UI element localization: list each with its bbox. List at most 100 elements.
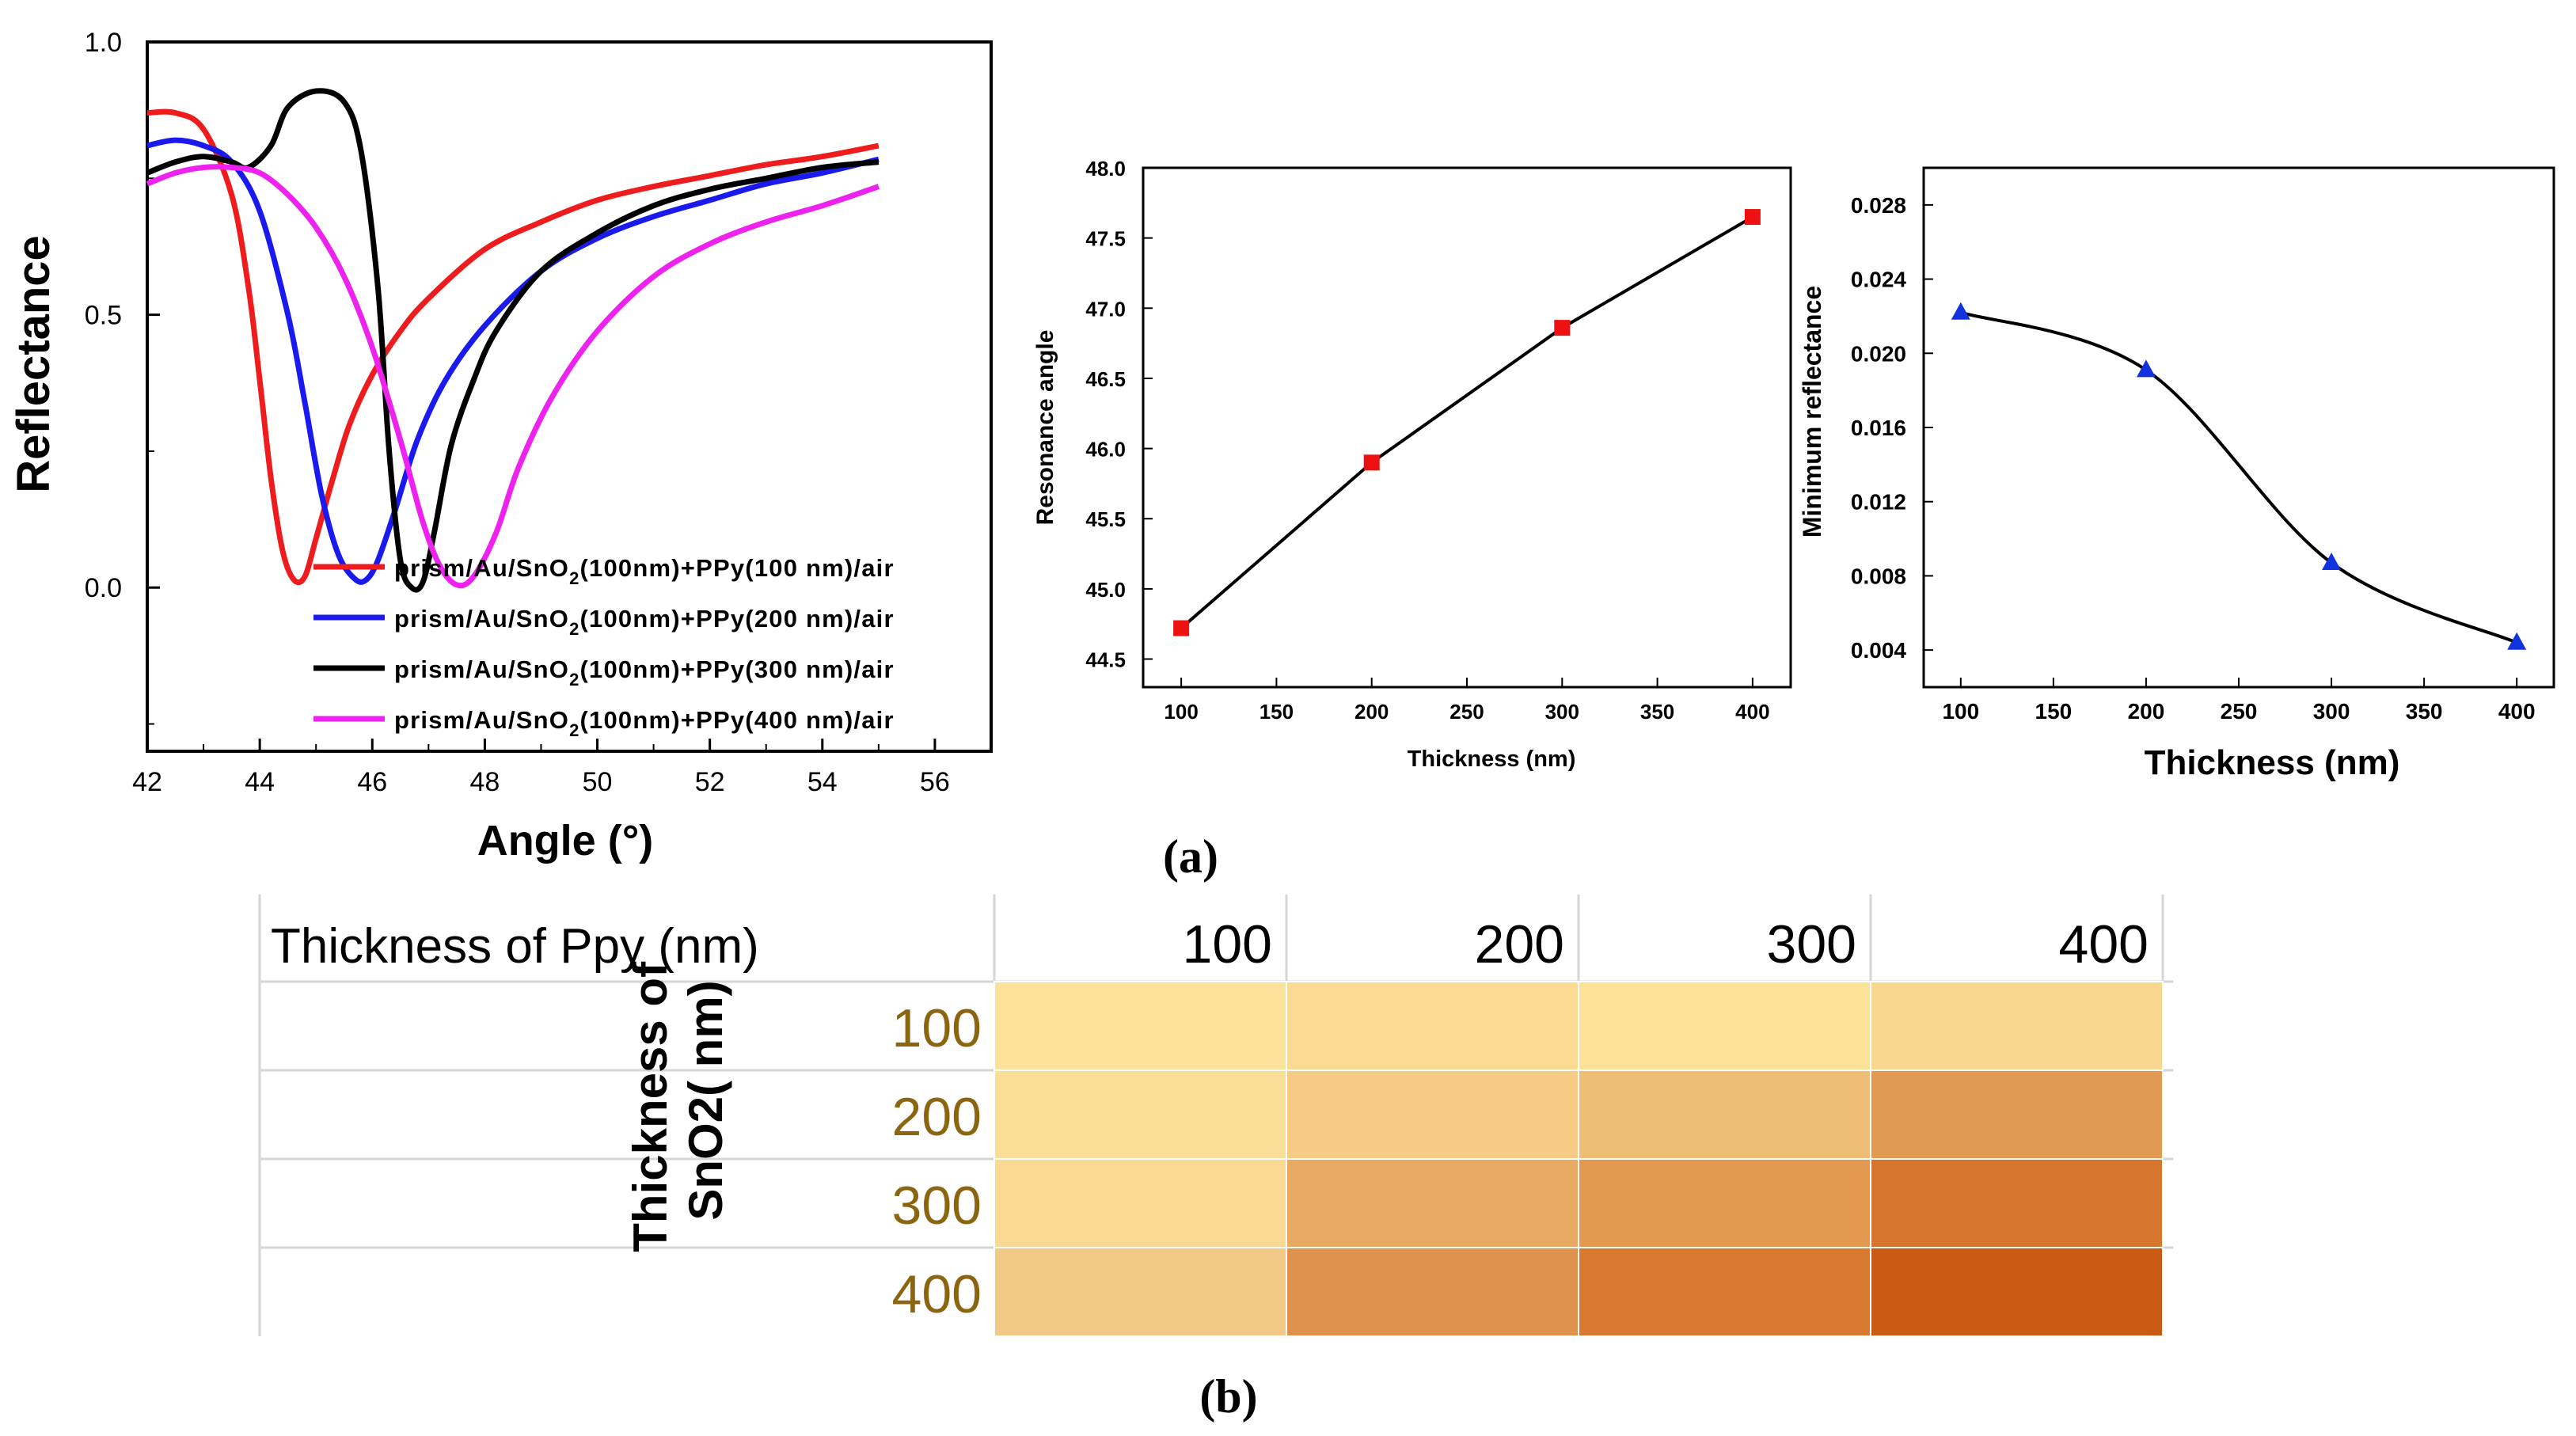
data-point-square [1173,620,1190,636]
reflectance-curve-3 [146,88,880,593]
reflectance-legend: prism/Au/SnO2(100nm)+PPy(100 nm)/air pris… [313,554,895,740]
y-tick-label: 0.004 [1851,638,1906,663]
thickness-heatmap-table: Thickness of Ppy (nm) 100 200 300 400 100 20… [258,895,2173,1337]
reflectance-curve-1 [146,108,880,586]
heatmap-cell [1578,981,1871,1071]
x-tick-label: 200 [1354,700,1389,724]
heatmap-cell [1578,1069,1871,1160]
y-tick-label: 0.012 [1851,490,1906,515]
y-tick-label: 47.5 [1085,227,1126,251]
data-point-triangle [2322,553,2342,571]
heatmap-cell [1870,1158,2164,1248]
column-header: 300 [1767,914,1856,974]
panel-a-label: (a) [1163,830,1218,883]
row-header: 400 [892,1264,982,1324]
min-reflectance-x-label: Thickness (nm) [2145,743,2400,782]
heatmap-column-headers: 100 200 300 400 [1183,914,2149,974]
reflectance-curve-4 [146,164,880,589]
series-line [1180,215,1753,630]
x-tick-label: 200 [2128,699,2165,724]
y-tick-label: 0.020 [1851,341,1906,366]
y-tick-label: 0.5 [85,301,122,331]
heatmap-cell [1870,1247,2164,1337]
x-tick-label: 150 [1260,700,1294,724]
heatmap-cell [994,1158,1287,1248]
x-tick-label: 54 [807,767,838,797]
heatmap-cell [1870,981,2164,1071]
data-point-triangle [1951,302,1970,320]
x-tick-label: 250 [1449,700,1484,724]
min-reflectance-y-label: Minimum reflectance [1798,286,1826,538]
resonance-plot-frame [1142,166,1792,689]
heatmap-cells [994,981,2164,1337]
legend-label: prism/Au/SnO2(100nm)+PPy(300 nm)/air [394,655,895,690]
heatmap-row-headers: 100 200 300 400 [892,998,982,1324]
resonance-ticks: 100 150 200 250 300 350 400 44.5 45.0 45.5 46.0 46.… [1085,157,1769,724]
y-tick-label: 1.0 [85,28,122,58]
x-tick-label: 42 [132,767,162,797]
x-tick-label: 48 [469,767,500,797]
panel-b-label: (b) [1199,1370,1257,1423]
column-header: 100 [1183,914,1272,974]
x-tick-label: 100 [1942,699,1979,724]
min-reflectance-ticks: 100 150 200 250 300 350 400 0.004 0.008 0.012 0.01… [1851,193,2536,724]
reflectance-y-label: Reflectance [8,235,59,493]
x-tick-label: 52 [695,767,725,797]
min-reflectance-series [1951,302,2527,650]
x-tick-label: 350 [1640,700,1674,724]
heatmap-cell [1286,981,1579,1071]
minimum-reflectance-chart: 100 150 200 250 300 350 400 0.004 0.008 0.012 0.01… [1798,166,2555,782]
data-point-square [1363,454,1380,471]
reflectance-plot-frame [146,40,993,753]
data-point-triangle [2507,632,2527,650]
heatmap-cell [994,1069,1287,1160]
x-tick-label: 150 [2035,699,2073,724]
reflectance-curve-2 [146,137,880,585]
y-tick-label: 0.028 [1851,193,1906,218]
reflectance-curves [146,88,880,593]
x-tick-label: 100 [1164,700,1198,724]
heatmap-cell [1578,1247,1871,1337]
column-header: 400 [2059,914,2149,974]
heatmap-cell [1286,1069,1579,1160]
min-reflectance-plot-frame [1922,166,2555,689]
x-tick-label: 350 [2406,699,2443,724]
data-point-square [1744,209,1761,226]
series-line [1960,310,2517,644]
reflectance-x-label: Angle (°) [477,817,654,864]
resonance-x-label: Thickness (nm) [1408,746,1576,772]
reflectance-ticks: 42 44 46 48 50 52 54 56 0.0 0.5 1.0 [85,28,950,797]
data-point-square [1554,320,1571,336]
y-tick-label: 46.0 [1085,438,1126,462]
resonance-series [1173,209,1761,636]
heatmap-cell [994,981,1287,1071]
legend-label: prism/Au/SnO2(100nm)+PPy(100 nm)/air [394,554,895,588]
y-tick-label: 47.0 [1085,297,1126,321]
row-header: 200 [892,1087,982,1147]
row-header: 300 [892,1176,982,1236]
y-tick-label: 45.5 [1085,507,1126,531]
y-tick-label: 0.008 [1851,564,1906,588]
x-tick-label: 56 [920,767,950,797]
heatmap-cell [1578,1158,1871,1248]
x-tick-label: 300 [1545,700,1579,724]
data-point-triangle [2136,359,2156,378]
row-header: 100 [892,998,982,1058]
resonance-y-label: Resonance angle [1032,330,1058,526]
y-tick-label: 45.0 [1085,578,1126,602]
column-header: 200 [1475,914,1564,974]
row-axis-label-line-2: SnO2( nm) [679,980,732,1220]
heatmap-header-title: Thickness of Ppy (nm) [271,919,759,974]
x-tick-label: 44 [245,767,275,797]
x-tick-label: 250 [2221,699,2258,724]
heatmap-cell [1286,1158,1579,1248]
y-tick-label: 44.5 [1085,648,1126,672]
legend-label: prism/Au/SnO2(100nm)+PPy(200 nm)/air [394,605,895,639]
heatmap-row-axis-label: Thickness of SnO2( nm) [624,948,732,1252]
y-tick-label: 46.5 [1085,367,1126,391]
x-tick-label: 400 [2498,699,2536,724]
resonance-angle-chart: 100 150 200 250 300 350 400 44.5 45.0 45.5 46.0 46.… [1032,157,1792,772]
y-tick-label: 0.0 [85,573,122,603]
x-tick-label: 400 [1735,700,1769,724]
heatmap-cell [994,1247,1287,1337]
